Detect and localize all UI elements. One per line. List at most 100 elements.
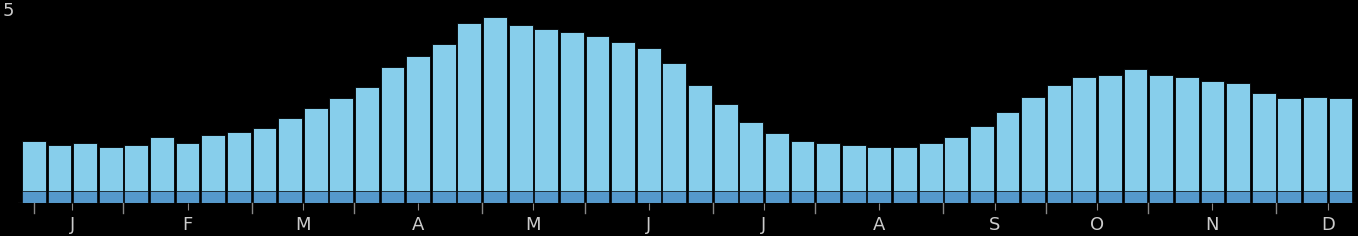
Bar [842,145,865,203]
Bar [330,98,353,203]
Bar [663,191,686,203]
Bar [99,147,122,203]
Bar [73,191,96,203]
Bar [765,191,789,203]
Bar [739,191,763,203]
Bar [1021,97,1046,203]
Bar [714,191,737,203]
Bar [1328,98,1353,203]
Bar [1123,191,1148,203]
Bar [894,191,917,203]
Bar [1099,191,1122,203]
Bar [663,63,686,203]
Bar [48,145,72,203]
Bar [201,135,225,203]
Bar [509,25,532,203]
Bar [380,67,405,203]
Bar [406,56,430,203]
Bar [739,122,763,203]
Bar [125,191,148,203]
Bar [1200,81,1225,203]
Bar [304,108,327,203]
Bar [1175,77,1199,203]
Bar [1278,191,1301,203]
Bar [227,191,251,203]
Bar [1175,191,1199,203]
Bar [227,131,251,203]
Bar [816,143,841,203]
Bar [689,85,712,203]
Bar [509,191,532,203]
Bar [611,42,636,203]
Bar [48,191,72,203]
Bar [22,141,46,203]
Bar [534,29,558,203]
Bar [868,147,891,203]
Bar [278,191,301,203]
Bar [637,191,660,203]
Bar [278,118,301,203]
Bar [1328,191,1353,203]
Bar [380,191,405,203]
Bar [1252,93,1275,203]
Bar [816,191,841,203]
Bar [1304,97,1327,203]
Bar [534,191,558,203]
Bar [970,191,994,203]
Bar [175,143,200,203]
Bar [406,191,430,203]
Bar [918,191,942,203]
Bar [995,191,1020,203]
Bar [125,145,148,203]
Bar [1047,191,1070,203]
Bar [637,48,660,203]
Bar [1021,191,1046,203]
Bar [995,112,1020,203]
Bar [149,191,174,203]
Bar [1149,191,1173,203]
Bar [432,191,456,203]
Bar [944,137,968,203]
Bar [765,133,789,203]
Bar [585,191,610,203]
Bar [970,126,994,203]
Bar [790,141,815,203]
Bar [22,191,46,203]
Bar [1073,191,1096,203]
Bar [1252,191,1275,203]
Bar [1047,85,1070,203]
Bar [253,191,276,203]
Bar [1149,75,1173,203]
Bar [201,191,225,203]
Bar [330,191,353,203]
Bar [432,44,456,203]
Bar [868,191,891,203]
Bar [585,36,610,203]
Bar [944,191,968,203]
Bar [458,191,481,203]
Bar [918,143,942,203]
Bar [559,32,584,203]
Bar [354,87,379,203]
Bar [304,191,327,203]
Bar [175,191,200,203]
Bar [458,23,481,203]
Bar [253,128,276,203]
Bar [559,191,584,203]
Bar [1226,191,1249,203]
Bar [149,137,174,203]
Bar [714,104,737,203]
Bar [1278,98,1301,203]
Bar [483,191,507,203]
Bar [1226,83,1249,203]
Bar [354,191,379,203]
Bar [1123,69,1148,203]
Bar [894,147,917,203]
Bar [790,191,815,203]
Bar [1073,77,1096,203]
Bar [1099,75,1122,203]
Bar [611,191,636,203]
Bar [483,17,507,203]
Bar [689,191,712,203]
Bar [1304,191,1327,203]
